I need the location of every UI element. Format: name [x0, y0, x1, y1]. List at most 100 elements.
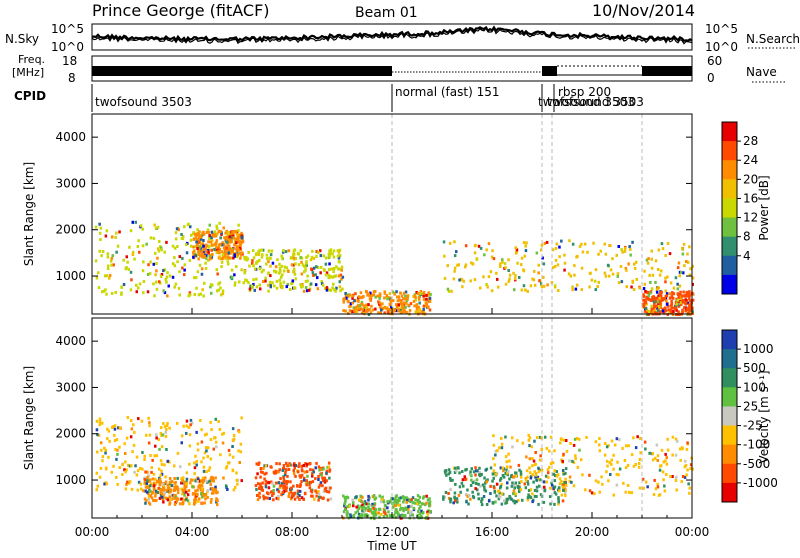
scatter-cell	[285, 486, 288, 490]
scatter-cell	[639, 451, 642, 455]
scatter-cell	[689, 311, 693, 315]
scatter-cell	[389, 298, 393, 302]
scatter-cell	[553, 485, 557, 489]
scatter-cell	[153, 294, 156, 298]
scatter-cell	[159, 488, 162, 492]
scatter-cell	[654, 487, 658, 491]
scatter-cell	[214, 476, 217, 480]
scatter-cell	[392, 513, 396, 517]
scatter-cell	[152, 498, 155, 502]
power-scatter	[94, 220, 695, 317]
scatter-cell	[362, 501, 365, 505]
scatter-cell	[561, 485, 565, 489]
scatter-cell	[338, 248, 342, 252]
scatter-cell	[417, 310, 420, 314]
scatter-cell	[328, 276, 331, 280]
scatter-cell	[504, 472, 507, 475]
scatter-cell	[453, 240, 456, 244]
scatter-cell	[502, 469, 505, 473]
scatter-cell	[188, 433, 192, 437]
scatter-cell	[376, 294, 379, 298]
scatter-cell	[141, 451, 144, 454]
scatter-cell	[558, 245, 561, 249]
scatter-cell	[527, 493, 530, 497]
scatter-cell	[224, 484, 228, 488]
scatter-cell	[193, 502, 196, 506]
scatter-cell	[100, 254, 103, 258]
scatter-cell	[148, 478, 152, 482]
scatter-cell	[478, 466, 481, 470]
scatter-cell	[683, 306, 686, 309]
scatter-cell	[516, 261, 519, 265]
scatter-cell	[256, 260, 259, 263]
scatter-cell	[361, 295, 364, 299]
scatter-cell	[514, 492, 517, 496]
scatter-cell	[518, 481, 521, 485]
scatter-cell	[665, 472, 668, 476]
scatter-cell	[116, 244, 120, 248]
scatter-cell	[287, 464, 291, 468]
scatter-cell	[305, 470, 309, 474]
scatter-cell	[311, 480, 315, 484]
scatter-cell	[691, 298, 695, 302]
scatter-cell	[612, 493, 615, 497]
scatter-cell	[231, 234, 234, 238]
scatter-cell	[557, 486, 561, 490]
scatter-cell	[185, 497, 188, 501]
scatter-cell	[111, 254, 114, 258]
scatter-cell	[223, 236, 226, 240]
scatter-cell	[225, 235, 229, 239]
scatter-cell	[215, 268, 218, 272]
scatter-cell	[255, 285, 259, 289]
scatter-cell	[182, 424, 185, 428]
scatter-cell	[390, 305, 393, 309]
scatter-cell	[219, 286, 222, 290]
scatter-cell	[489, 270, 493, 274]
scatter-cell	[162, 289, 165, 293]
scatter-cell	[554, 258, 558, 262]
scatter-cell	[383, 305, 387, 309]
scatter-cell	[264, 276, 267, 280]
scatter-cell	[428, 500, 432, 504]
scatter-cell	[309, 258, 313, 262]
scatter-cell	[638, 457, 642, 461]
scatter-cell	[553, 449, 556, 453]
scatter-cell	[560, 239, 563, 243]
scatter-cell	[484, 489, 488, 493]
scatter-cell	[453, 491, 457, 495]
scatter-cell	[457, 493, 461, 497]
scatter-cell	[198, 497, 201, 501]
scatter-cell	[325, 479, 328, 483]
scatter-cell	[198, 263, 202, 267]
scatter-cell	[288, 492, 291, 496]
scatter-cell	[267, 260, 270, 264]
scatter-cell	[650, 257, 653, 261]
scatter-cell	[632, 288, 636, 291]
scatter-cell	[154, 444, 157, 448]
noise-right-tick-top: 10^5	[705, 22, 738, 36]
scatter-cell	[572, 484, 576, 488]
scatter-cell	[499, 477, 503, 480]
scatter-cell	[408, 512, 412, 516]
scatter-cell	[301, 263, 305, 267]
scatter-cell	[575, 437, 579, 440]
scatter-cell	[354, 305, 358, 309]
scatter-cell	[176, 488, 180, 491]
scatter-cell	[428, 497, 431, 501]
colorbar-segment	[722, 330, 737, 350]
scatter-cell	[202, 456, 205, 460]
scatter-cell	[191, 478, 194, 482]
scatter-cell	[161, 433, 165, 437]
scatter-cell	[644, 480, 648, 484]
scatter-cell	[385, 294, 389, 298]
scatter-cell	[578, 448, 581, 452]
scatter-cell	[113, 439, 117, 443]
scatter-cell	[252, 278, 255, 282]
scatter-cell	[236, 250, 239, 254]
scatter-cell	[364, 502, 367, 506]
scatter-cell	[159, 274, 163, 278]
scatter-cell	[359, 307, 363, 311]
scatter-cell	[327, 465, 331, 469]
scatter-cell	[485, 503, 489, 506]
scatter-cell	[299, 256, 302, 260]
